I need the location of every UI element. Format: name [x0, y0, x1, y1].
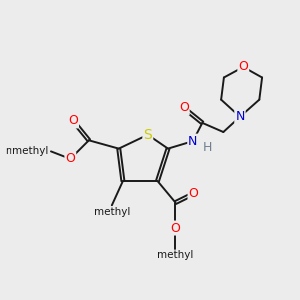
Text: H: H [203, 141, 212, 154]
Text: methyl: methyl [12, 146, 48, 156]
Text: N: N [235, 110, 244, 123]
Text: O: O [170, 221, 180, 235]
Text: O: O [68, 114, 78, 128]
Text: N: N [188, 135, 198, 148]
Text: S: S [143, 128, 152, 142]
Text: O: O [65, 152, 75, 165]
Text: O: O [188, 187, 198, 200]
Text: O: O [179, 101, 189, 114]
Text: methoxy: methoxy [5, 146, 48, 156]
Text: methyl: methyl [94, 207, 130, 217]
Text: O: O [238, 61, 248, 74]
Text: methyl: methyl [157, 250, 194, 260]
